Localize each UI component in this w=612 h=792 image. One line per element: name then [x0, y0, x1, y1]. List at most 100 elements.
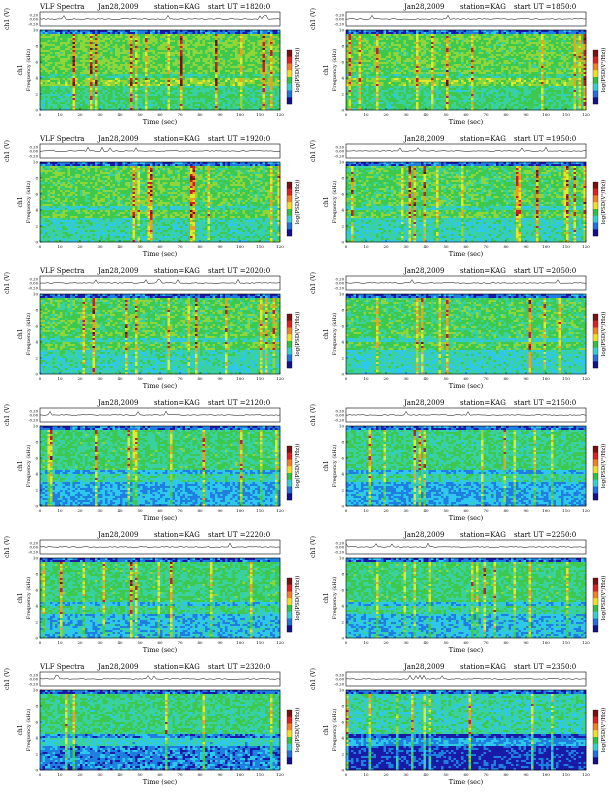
colorbar-label: log(PSD(V²/Hz)) [600, 180, 607, 225]
colorbar-segment [593, 202, 598, 210]
y-axis-label: Frequency (kHz) [331, 445, 338, 488]
colorbar-segment [287, 591, 292, 599]
x-tick-label: 50 [137, 244, 143, 249]
panel-title: VLF Spectra [39, 3, 84, 11]
colorbar-label: log(PSD(V²/Hz)) [600, 48, 607, 93]
y-tick-label: 6 [341, 456, 344, 461]
voltage-tick-label: -0.20 [334, 154, 344, 159]
x-axis-label: Time (sec) [143, 118, 178, 126]
spectrogram-panel: VLF Spectra Jan28,2009 station=KAG start UT… [0, 132, 306, 264]
colorbar-segment [593, 618, 598, 626]
spectrogram-panel: Jan28,2009 station=KAG start UT =1850:0 0.2… [306, 0, 612, 132]
spectrogram-svg: VLF Spectra Jan28,2009 station=KAG start UT… [4, 663, 301, 786]
y-tick-label: 0 [341, 768, 344, 773]
y-tick-label: 10 [339, 556, 345, 561]
x-tick-label: 40 [423, 244, 429, 249]
colorbar-frame [592, 709, 599, 765]
panel-station: station=KAG [154, 267, 200, 275]
colorbar-segment [593, 723, 598, 731]
voltage-tick-label: 0.00 [30, 545, 39, 550]
colorbar-segment [593, 452, 598, 460]
y-tick-label: 0 [35, 636, 38, 641]
channel-label: ch1 [323, 460, 330, 471]
x-tick-label: 120 [276, 244, 284, 249]
x-tick-label: 20 [383, 244, 389, 249]
voltage-trace [39, 278, 281, 284]
y-axis-label: Frequency (kHz) [25, 577, 32, 620]
voltage-trace [345, 674, 587, 680]
colorbar-segment [287, 743, 292, 751]
colorbar-segment [593, 611, 598, 619]
colorbar [593, 50, 598, 105]
panel-start-time: start UT =2020:0 [208, 267, 270, 275]
colorbar-segment [287, 314, 292, 321]
colorbar-segment [593, 625, 598, 633]
y-tick-label: 10 [339, 28, 345, 33]
y-tick-label: 6 [35, 588, 38, 593]
x-tick-label: 20 [77, 244, 83, 249]
colorbar-frame [592, 445, 599, 501]
y-tick-label: 4 [35, 736, 38, 741]
voltage-tick-label: 0.00 [30, 677, 39, 682]
panel-date: Jan28,2009 [403, 3, 444, 11]
colorbar-segment [287, 354, 292, 362]
y-tick-label: 10 [339, 160, 345, 165]
colorbar [287, 578, 292, 633]
colorbar-segment [593, 195, 598, 203]
spectrogram-svg: Jan28,2009 station=KAG start UT =1850:0 0.2… [310, 3, 607, 126]
x-tick-label: 90 [217, 376, 223, 381]
panel-date: Jan28,2009 [403, 267, 444, 275]
colorbar [593, 182, 598, 237]
colorbar-segment [287, 327, 292, 335]
y-tick-label: 6 [35, 60, 38, 65]
x-tick-label: 0 [39, 640, 42, 645]
x-tick-label: 50 [137, 112, 143, 117]
voltage-tick-label: -0.20 [28, 418, 38, 423]
x-tick-label: 70 [177, 508, 183, 513]
voltage-tick-label: 0.20 [336, 277, 345, 282]
time-axis: 0 10 20 30 40 50 60 70 80 90 100 110 120 [39, 504, 284, 513]
heatmap-cells [40, 30, 281, 111]
colorbar-segment [593, 77, 598, 84]
x-tick-label: 70 [483, 112, 489, 117]
colorbar-segment [287, 723, 292, 731]
colorbar-segment [287, 182, 292, 189]
x-tick-label: 100 [542, 244, 550, 249]
x-tick-label: 100 [542, 376, 550, 381]
time-axis: 0 10 20 30 40 50 60 70 80 90 100 110 120 [39, 108, 284, 117]
x-tick-label: 120 [582, 244, 590, 249]
colorbar-frame [592, 49, 599, 105]
frequency-axis: 0 2 4 6 8 10 [33, 424, 42, 509]
colorbar-segment [287, 320, 292, 328]
y-tick-label: 10 [33, 28, 39, 33]
voltage-tick-label: -0.20 [334, 22, 344, 27]
x-tick-label: 30 [97, 508, 103, 513]
y-axis-label: Frequency (kHz) [331, 313, 338, 356]
voltage-tick-label: -0.20 [334, 418, 344, 423]
voltage-axis-label: ch1 (V) [310, 404, 317, 426]
voltage-tick-label: 0.00 [336, 281, 345, 286]
x-axis-label: Time (sec) [143, 382, 178, 390]
panel-station: station=KAG [154, 3, 200, 11]
colorbar-segment [287, 466, 292, 474]
voltage-axes [39, 407, 281, 423]
colorbar-segment [287, 341, 292, 348]
colorbar-segment [593, 459, 598, 467]
x-tick-label: 120 [276, 772, 284, 777]
voltage-tick-label: 0.20 [30, 409, 39, 414]
x-tick-label: 50 [443, 508, 449, 513]
panel-title: VLF Spectra [39, 267, 84, 275]
x-axis-label: Time (sec) [449, 778, 484, 786]
x-tick-label: 60 [463, 640, 469, 645]
voltage-tick-label: 0.00 [30, 17, 39, 22]
colorbar-segment [593, 710, 598, 717]
x-tick-label: 100 [236, 508, 244, 513]
x-tick-label: 110 [256, 112, 264, 117]
y-tick-label: 10 [339, 424, 345, 429]
y-axis-label: Frequency (kHz) [25, 49, 32, 92]
panel-station: station=KAG [154, 531, 200, 539]
colorbar-frame [286, 709, 293, 765]
colorbar-frame [592, 181, 599, 237]
colorbar-segment [593, 320, 598, 328]
colorbar-frame [286, 49, 293, 105]
